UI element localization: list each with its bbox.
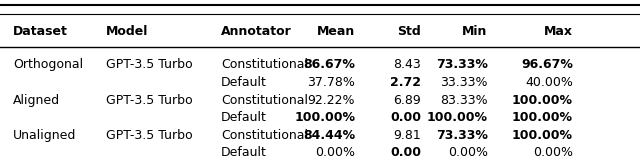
Text: 0.00%: 0.00% [532,146,573,158]
Text: 92.22%: 92.22% [308,94,355,107]
Text: Constitutional: Constitutional [221,129,308,142]
Text: 0.00%: 0.00% [448,146,488,158]
Text: Max: Max [544,25,573,38]
Text: 86.67%: 86.67% [303,58,355,71]
Text: 73.33%: 73.33% [436,129,488,142]
Text: 0.00%: 0.00% [316,146,355,158]
Text: 84.44%: 84.44% [303,129,355,142]
Text: 83.33%: 83.33% [440,94,488,107]
Text: Aligned: Aligned [13,94,60,107]
Text: 33.33%: 33.33% [440,76,488,89]
Text: Default: Default [221,111,267,124]
Text: 100.00%: 100.00% [512,94,573,107]
Text: 8.43: 8.43 [394,58,421,71]
Text: 0.00: 0.00 [390,146,421,158]
Text: 2.72: 2.72 [390,76,421,89]
Text: 0.00: 0.00 [390,111,421,124]
Text: 96.67%: 96.67% [521,58,573,71]
Text: Mean: Mean [317,25,355,38]
Text: Default: Default [221,76,267,89]
Text: Annotator: Annotator [221,25,292,38]
Text: Dataset: Dataset [13,25,68,38]
Text: 100.00%: 100.00% [294,111,355,124]
Text: Default: Default [221,146,267,158]
Text: Min: Min [462,25,488,38]
Text: 40.00%: 40.00% [525,76,573,89]
Text: 73.33%: 73.33% [436,58,488,71]
Text: GPT-3.5 Turbo: GPT-3.5 Turbo [106,94,192,107]
Text: 6.89: 6.89 [394,94,421,107]
Text: 100.00%: 100.00% [512,111,573,124]
Text: 100.00%: 100.00% [427,111,488,124]
Text: 37.78%: 37.78% [307,76,355,89]
Text: 100.00%: 100.00% [512,129,573,142]
Text: Orthogonal: Orthogonal [13,58,83,71]
Text: Model: Model [106,25,148,38]
Text: Constitutional: Constitutional [221,94,308,107]
Text: GPT-3.5 Turbo: GPT-3.5 Turbo [106,58,192,71]
Text: Std: Std [397,25,421,38]
Text: GPT-3.5 Turbo: GPT-3.5 Turbo [106,129,192,142]
Text: Constitutional: Constitutional [221,58,308,71]
Text: 9.81: 9.81 [394,129,421,142]
Text: Unaligned: Unaligned [13,129,76,142]
